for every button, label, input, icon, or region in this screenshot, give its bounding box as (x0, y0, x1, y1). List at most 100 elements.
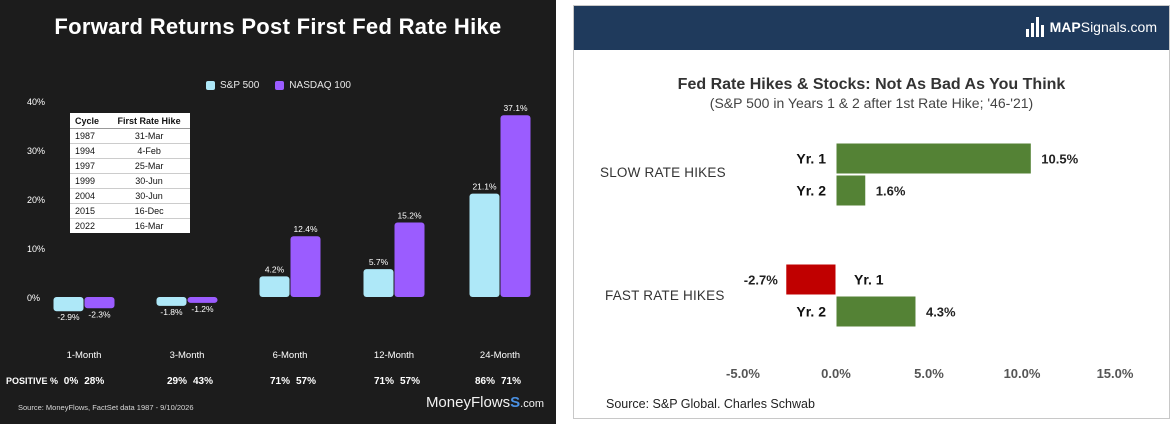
table-cell-cycle: 1987 (70, 128, 109, 144)
table-cell-first-hike: 25-Mar (108, 158, 190, 174)
bar-category-label: Yr. 2 (796, 183, 826, 199)
logo-brand-rest: Signals.com (1080, 19, 1157, 35)
positive-nasdaq: 57% (400, 376, 421, 387)
data-label: -2.9% (57, 312, 80, 322)
x-tick-label: 10.0% (1004, 366, 1041, 381)
data-label: 37.1% (503, 103, 528, 113)
y-tick-label: 40% (27, 97, 45, 107)
bar-sp500 (53, 297, 84, 312)
table-body: 1987 31-Mar 1994 4-Feb 1997 25-Mar 1999 30-Jun 2… (70, 128, 190, 233)
x-category-label: 24-Month (480, 350, 520, 361)
x-category-label: 6-Month (273, 350, 308, 361)
left-chart-title: Forward Returns Post First Fed Rate Hike (54, 14, 502, 39)
table-row: 2022 16-Mar (70, 218, 190, 233)
bar-nasdaq100 (84, 297, 115, 309)
bar-sp500 (363, 269, 394, 297)
positive-percent-value: 29% 43% (160, 376, 220, 387)
data-label: 21.1% (472, 182, 497, 192)
table-cell-cycle: 1999 (70, 173, 109, 189)
data-label: -1.2% (191, 304, 214, 314)
logo-name: MoneyFlows (425, 394, 511, 411)
x-category-label: 3-Month (170, 350, 205, 361)
positive-sp500: 86% (474, 376, 495, 387)
data-label: -2.3% (88, 309, 111, 319)
bar-sp500 (469, 193, 500, 297)
data-label: 4.2% (265, 264, 285, 274)
positive-nasdaq: 71% (501, 376, 522, 387)
moneyflows-logo: MoneyFlowsS.com (426, 394, 544, 411)
mapsignals-logo: MAPSignals.com (1025, 17, 1157, 37)
table-cell-first-hike: 30-Jun (108, 188, 190, 204)
hbar (835, 142, 1032, 175)
group-label-slow: SLOW RATE HIKES (600, 165, 726, 180)
table-row: 1997 25-Mar (70, 158, 190, 174)
table-header-first-hike: First Rate Hike (108, 113, 190, 129)
data-label: 5.7% (369, 257, 389, 267)
data-label: 12.4% (293, 224, 318, 234)
bar-category-label: Yr. 1 (854, 272, 884, 288)
legend-swatch-nasdaq (275, 81, 285, 90)
positive-percent-value: 71% 57% (263, 376, 323, 387)
hbar (835, 295, 917, 328)
legend-label-nasdaq: NASDAQ 100 (289, 80, 351, 91)
left-bar-chart: 40% 30% 20% 10% 0% -2.9% -2.3% 1-Month -1.8% -1.2… (27, 97, 531, 361)
legend-swatch-sp500 (206, 81, 215, 90)
legend-item-nasdaq: NASDAQ 100 (275, 80, 351, 91)
bar-value-label: 1.6% (876, 184, 906, 199)
left-chart-panel: Forward Returns Post First Fed Rate Hike… (0, 0, 556, 424)
x-tick-label: 0.0% (821, 366, 851, 381)
bar-nasdaq100 (500, 115, 531, 298)
positive-sp500: 71% (269, 376, 290, 387)
table-cell-cycle: 2015 (70, 203, 109, 219)
logo-suffix: .com (520, 398, 544, 410)
bar-value-label: 4.3% (926, 305, 956, 320)
positive-percent-value: 86% 71% (468, 376, 528, 387)
mapsignals-logo-icon (1025, 17, 1044, 37)
right-source-note: Source: S&P Global. Charles Schwab (606, 397, 815, 411)
table-cell-cycle: 1994 (70, 143, 109, 159)
positive-sp500: 29% (166, 376, 187, 387)
positive-nasdaq: 43% (193, 376, 214, 387)
table-cell-cycle: 2004 (70, 188, 109, 204)
table-header-cycle: Cycle (70, 113, 109, 129)
table-header-row: Cycle First Rate Hike (70, 113, 190, 129)
right-chart-title: Fed Rate Hikes & Stocks: Not As Bad As Y… (677, 76, 1066, 93)
bar-sp500 (259, 276, 290, 297)
data-label: -1.8% (160, 307, 183, 317)
positive-percent-value: 0% 28% (54, 376, 114, 387)
table-cell-first-hike: 31-Mar (108, 128, 190, 144)
table-cell-first-hike: 16-Dec (108, 203, 190, 219)
y-tick-label: 30% (27, 146, 45, 156)
positive-percent-value: 71% 57% (367, 376, 427, 387)
y-tick-label: 0% (27, 293, 40, 303)
bar-nasdaq100 (290, 236, 321, 297)
table-row: 1987 31-Mar (70, 128, 190, 144)
hbar (835, 174, 867, 207)
bar-category-label: Yr. 1 (796, 151, 826, 167)
right-chart-panel: MAPSignals.com Fed Rate Hikes & Stocks: … (573, 5, 1170, 419)
x-tick-label: 15.0% (1097, 366, 1134, 381)
left-legend: S&P 500 NASDAQ 100 (206, 80, 351, 91)
table-row: 2015 16-Dec (70, 203, 190, 219)
table-row: 2004 30-Jun (70, 188, 190, 204)
positive-nasdaq: 57% (296, 376, 317, 387)
x-category-label: 12-Month (374, 350, 414, 361)
positive-sp500: 71% (373, 376, 394, 387)
x-tick-label: -5.0% (726, 366, 760, 381)
right-bar-chart: Yr. 1 10.5% Yr. 2 1.6% Yr. 1 -2.7% Yr. 2 4.3% -5… (726, 142, 1134, 381)
data-label: 15.2% (397, 211, 422, 221)
bar-sp500 (156, 297, 187, 306)
table-cell-first-hike: 30-Jun (108, 173, 190, 189)
hbar (785, 263, 837, 296)
positive-percent-label: POSITIVE % (6, 376, 59, 386)
table-cell-first-hike: 16-Mar (108, 218, 190, 233)
table-row: 1999 30-Jun (70, 173, 190, 189)
bar-value-label: -2.7% (744, 273, 778, 288)
right-chart-subtitle: (S&P 500 in Years 1 & 2 after 1st Rate H… (709, 95, 1034, 111)
right-header-bar: MAPSignals.com (574, 6, 1169, 50)
x-tick-label: 5.0% (914, 366, 944, 381)
legend-item-sp500: S&P 500 (206, 80, 259, 91)
table-cell-cycle: 1997 (70, 158, 109, 174)
x-category-label: 1-Month (67, 350, 102, 361)
positive-nasdaq: 28% (84, 376, 105, 387)
